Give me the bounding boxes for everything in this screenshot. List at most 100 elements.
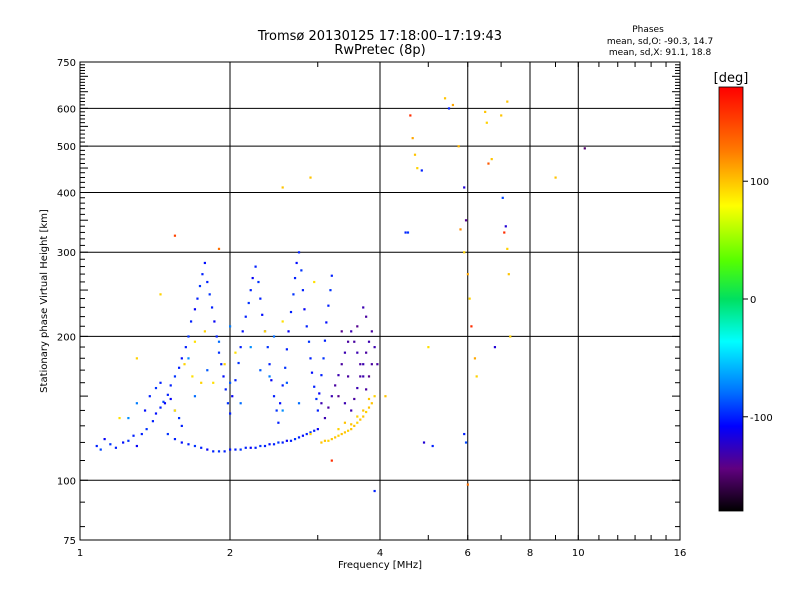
data-point — [350, 423, 353, 426]
data-point — [362, 415, 365, 418]
data-point — [293, 437, 297, 441]
data-point — [301, 434, 305, 437]
data-point — [362, 306, 365, 309]
data-point — [318, 392, 321, 395]
data-point — [315, 397, 318, 401]
data-point — [334, 436, 337, 439]
data-point — [409, 114, 412, 117]
data-point — [337, 434, 340, 437]
data-point — [340, 363, 343, 366]
data-point — [323, 439, 327, 442]
data-point — [249, 289, 252, 292]
data-point — [330, 395, 333, 398]
data-point — [411, 137, 414, 140]
data-point — [416, 167, 419, 170]
data-point — [114, 446, 118, 449]
data-point — [213, 320, 216, 323]
data-point — [254, 446, 257, 449]
data-point — [356, 351, 359, 354]
data-point — [295, 261, 298, 265]
data-point — [234, 448, 237, 451]
data-point — [309, 431, 312, 434]
data-point — [127, 416, 130, 420]
data-point — [143, 409, 147, 412]
data-point — [297, 436, 301, 439]
data-point — [281, 320, 284, 323]
data-point — [239, 448, 242, 451]
data-point — [162, 400, 165, 403]
data-point — [297, 251, 301, 254]
data-point — [340, 330, 343, 333]
data-point — [490, 158, 493, 161]
data-point — [431, 444, 434, 448]
data-point — [309, 176, 312, 179]
data-point — [504, 225, 507, 228]
data-point — [309, 432, 312, 436]
data-point — [285, 439, 288, 442]
data-point — [346, 429, 350, 432]
data-point — [272, 443, 276, 446]
data-points — [95, 97, 586, 493]
data-point — [367, 375, 371, 378]
data-point — [173, 234, 177, 237]
data-point — [206, 369, 209, 372]
data-point — [470, 325, 473, 328]
data-point — [239, 346, 242, 349]
data-point — [277, 421, 280, 424]
data-point — [289, 439, 293, 442]
data-point — [313, 385, 316, 388]
data-point — [275, 409, 278, 412]
data-point — [466, 483, 469, 486]
data-point — [201, 273, 204, 276]
data-point — [180, 357, 183, 360]
data-point — [270, 379, 273, 382]
data-point — [223, 363, 226, 366]
data-point — [503, 231, 506, 234]
data-point — [367, 406, 371, 409]
data-point — [187, 357, 190, 360]
data-point — [475, 375, 478, 378]
data-point — [359, 375, 362, 378]
data-point — [208, 293, 211, 296]
data-point — [281, 384, 284, 387]
data-point — [359, 363, 362, 366]
data-point — [217, 247, 221, 250]
data-point — [300, 269, 303, 272]
data-point — [320, 402, 323, 405]
y-tick-label: 300 — [57, 248, 76, 259]
data-point — [285, 348, 288, 351]
data-point — [343, 351, 347, 354]
data-point — [109, 443, 112, 446]
data-point — [313, 429, 316, 432]
data-point — [203, 330, 206, 333]
data-point — [217, 351, 221, 354]
data-point — [226, 402, 230, 405]
data-point — [443, 97, 447, 100]
data-point — [189, 320, 193, 323]
data-point — [277, 441, 280, 444]
data-point — [316, 428, 319, 431]
data-point — [254, 265, 257, 268]
x-tick-label: 1 — [77, 548, 83, 559]
data-point — [509, 335, 512, 338]
data-point — [180, 441, 183, 444]
data-point — [222, 375, 225, 378]
colorbar-tick-label: -100 — [750, 413, 773, 424]
data-point — [212, 381, 215, 384]
data-point — [464, 219, 468, 222]
data-point — [362, 363, 365, 366]
data-point — [215, 335, 218, 338]
data-point — [281, 409, 284, 412]
data-point — [279, 402, 282, 405]
data-point — [310, 371, 314, 374]
phases-legend: Phases mean, sd,O: -90.3, 14.7 mean, sd,… — [607, 25, 713, 58]
data-point — [350, 428, 353, 431]
data-point — [259, 297, 262, 300]
data-point — [485, 121, 488, 124]
data-point — [447, 107, 451, 110]
data-point — [370, 330, 373, 333]
data-point — [343, 421, 347, 424]
data-point — [322, 357, 325, 360]
colorbar-tick-label: 100 — [750, 177, 769, 188]
data-point — [169, 397, 172, 401]
